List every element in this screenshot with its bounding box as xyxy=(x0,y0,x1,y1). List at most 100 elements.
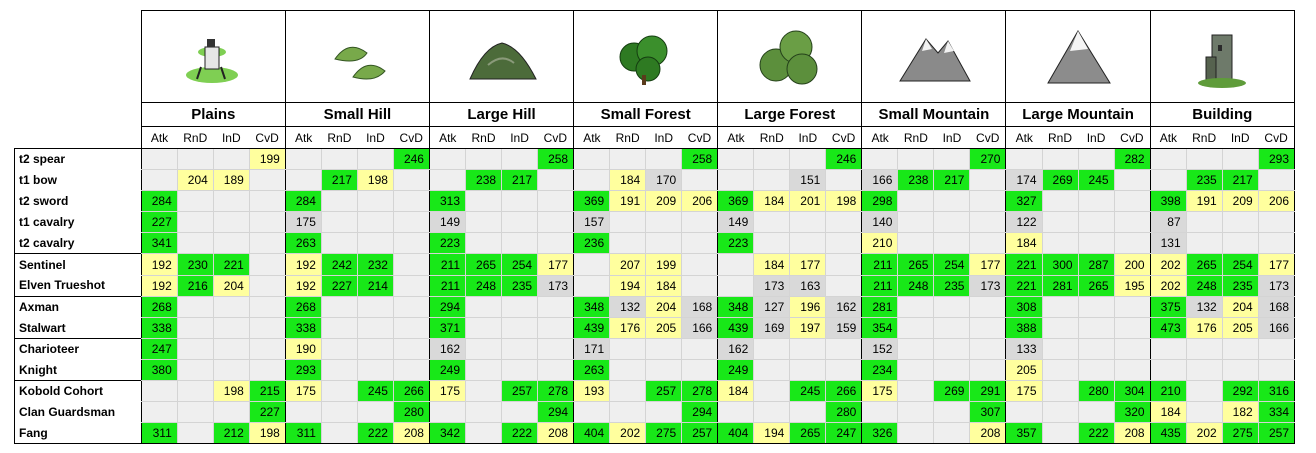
stat-cell: 258 xyxy=(681,147,719,171)
stat-cell xyxy=(393,169,430,192)
stat-cell xyxy=(213,295,250,318)
corner-blank xyxy=(15,127,142,149)
stat-cell xyxy=(1114,190,1151,213)
stat-cell: 223 xyxy=(717,232,755,255)
stat-cell xyxy=(1042,422,1079,445)
stat-cell xyxy=(1114,337,1151,360)
stat-cell xyxy=(609,337,647,360)
stat-cell xyxy=(897,232,935,255)
table-row: Fang 311 212 198 311 222 208 342 222 208 404 202 275… xyxy=(14,422,1296,445)
stat-cell: 192 xyxy=(284,253,322,276)
stat-cell xyxy=(213,359,250,382)
terrain-image-cell xyxy=(573,10,719,103)
stat-cell xyxy=(321,401,358,424)
stat-cell: 307 xyxy=(969,401,1007,424)
stat-cell: 298 xyxy=(861,190,899,213)
table-row: Knight 380 293 249 263 249 234 205 xyxy=(14,359,1296,382)
stat-cell: 334 xyxy=(1258,401,1296,424)
stat-cell: 198 xyxy=(249,422,286,445)
stat-cell: 281 xyxy=(861,295,899,318)
stat-cell xyxy=(717,401,755,424)
stat-cell xyxy=(969,337,1007,360)
stat-cell xyxy=(140,147,178,171)
stat-cell xyxy=(249,211,286,234)
stat-cell: 184 xyxy=(753,190,791,213)
terrain-image-cell xyxy=(1005,10,1151,103)
table-row: Sentinel 192 230 221 192 242 232 211 265 254 177 20… xyxy=(14,253,1296,276)
stat-cell: 163 xyxy=(789,275,827,297)
stat-cell xyxy=(1114,317,1151,339)
stat-cell xyxy=(213,211,250,234)
stat-cell: 177 xyxy=(789,253,827,276)
stat-cell: 184 xyxy=(609,169,647,192)
stat-cell xyxy=(213,401,250,424)
building-terrain-icon xyxy=(1198,34,1247,88)
stat-cell: 293 xyxy=(1258,147,1296,171)
table-row: Kobold Cohort 198 215 175 245 266 175 257 278 193… xyxy=(14,380,1296,403)
stat-header-atk: Atk xyxy=(861,126,898,149)
stat-cell: 208 xyxy=(969,422,1007,445)
stat-cell: 278 xyxy=(681,380,719,403)
terrain-title: Large Forest xyxy=(717,102,863,127)
unit-name: Axman xyxy=(14,295,142,318)
stat-cell: 227 xyxy=(140,211,178,234)
stat-header-ind: InD xyxy=(1078,126,1115,149)
stat-cell xyxy=(681,275,719,297)
table-row: t2 spear 199 246 258 258 246 270 282 293 xyxy=(14,147,1296,171)
stat-header-rnd: RnD xyxy=(465,126,502,149)
stat-cell xyxy=(501,211,539,234)
stat-header-ind: InD xyxy=(789,126,826,149)
stat-header-row: Atk RnD InD CvD Atk RnD InD CvD Atk RnD InD CvD Atk R… xyxy=(15,126,1296,149)
stat-cell: 209 xyxy=(645,190,683,213)
stat-cell xyxy=(537,232,575,255)
corner-blank xyxy=(15,103,142,127)
stat-cell xyxy=(428,147,467,171)
stat-cell: 235 xyxy=(933,275,971,297)
stat-cell xyxy=(897,337,935,360)
stat-cell xyxy=(1078,232,1115,255)
stat-cell xyxy=(645,147,683,171)
stat-cell xyxy=(753,147,791,171)
stat-cell xyxy=(140,380,178,403)
stat-cell: 245 xyxy=(1078,169,1115,192)
stat-cell xyxy=(357,147,394,171)
stat-cell: 311 xyxy=(284,422,322,445)
stat-cell: 173 xyxy=(537,275,575,297)
stat-cell: 202 xyxy=(1186,422,1223,445)
stat-cell xyxy=(609,359,647,382)
stat-header-atk: Atk xyxy=(428,126,466,149)
stat-cell: 246 xyxy=(825,147,863,171)
stat-cell: 327 xyxy=(1005,190,1043,213)
stat-cell xyxy=(933,401,971,424)
stat-cell xyxy=(177,295,214,318)
stat-cell xyxy=(969,359,1007,382)
stat-cell xyxy=(681,211,719,234)
table-row: Charioteer 247 190 162 171 162 152 133 xyxy=(14,337,1296,360)
stat-cell: 184 xyxy=(1149,401,1187,424)
stat-cell: 209 xyxy=(1222,190,1259,213)
stat-cell: 221 xyxy=(1005,275,1043,297)
stat-cell: 202 xyxy=(1149,275,1187,297)
table-row: t1 cavalry 227 175 149 157 149 140 122 87 xyxy=(14,211,1296,234)
stat-cell xyxy=(1186,380,1223,403)
stat-header-cvd: CvD xyxy=(1258,126,1296,149)
stat-cell: 184 xyxy=(1005,232,1043,255)
stat-cell: 87 xyxy=(1149,211,1187,234)
unit-name: Sentinel xyxy=(14,253,142,276)
stat-cell: 140 xyxy=(861,211,899,234)
stat-cell: 265 xyxy=(789,422,827,445)
stat-cell: 198 xyxy=(825,190,863,213)
terrain-title: Small Forest xyxy=(573,102,719,127)
stat-cell xyxy=(897,359,935,382)
stat-cell xyxy=(1222,359,1259,382)
stat-cell: 269 xyxy=(933,380,971,403)
stat-cell: 269 xyxy=(1042,169,1079,192)
stat-cell: 208 xyxy=(1114,422,1151,445)
unit-name: Fang xyxy=(14,422,142,445)
stat-cell: 380 xyxy=(140,359,178,382)
stat-cell xyxy=(753,211,791,234)
stat-cell xyxy=(1042,401,1079,424)
stat-cell: 284 xyxy=(140,190,178,213)
stat-cell xyxy=(501,295,539,318)
stat-cell xyxy=(177,317,214,339)
